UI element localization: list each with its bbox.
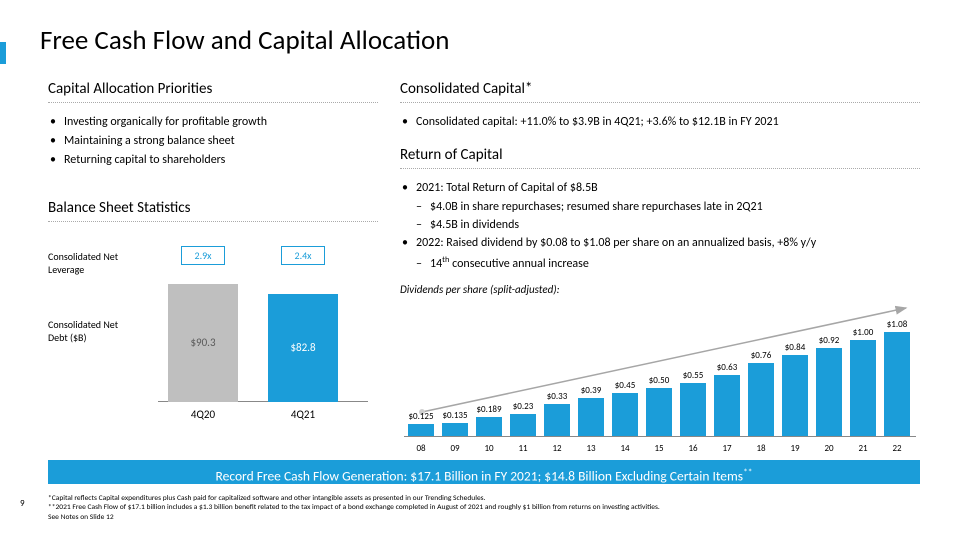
consolidated-item: Consolidated capital: +11.0% to $3.9B in… (416, 113, 920, 132)
bs-x-label: 4Q20 (168, 408, 238, 421)
dividend-bar (714, 375, 740, 435)
dividend-x-label: 12 (544, 443, 570, 454)
right-column: Consolidated Capital* Consolidated capit… (400, 80, 920, 454)
priorities-item: Investing organically for profitable gro… (64, 113, 378, 132)
priorities-list: Investing organically for profitable gro… (48, 113, 378, 171)
dividend-x-label: 15 (646, 443, 672, 454)
accent-bar (0, 42, 6, 64)
dividend-x-label: 20 (816, 443, 842, 454)
dividend-value-label: $0.50 (643, 375, 675, 386)
dividend-x-label: 13 (578, 443, 604, 454)
footnote-line: **2021 Free Cash Flow of $17.1 billion i… (48, 503, 918, 512)
dividend-value-label: $0.84 (779, 342, 811, 353)
left-column: Capital Allocation Priorities Investing … (48, 80, 378, 402)
dividend-value-label: $0.125 (405, 411, 437, 422)
dividend-bar (884, 332, 910, 435)
priorities-item: Returning capital to shareholders (64, 151, 378, 170)
x-axis-line (404, 436, 916, 437)
return-list: 2022: Raised dividend by $0.08 to $1.08 … (400, 234, 920, 253)
bs-plot-area: 2.9x$90.34Q202.4x$82.84Q21 (158, 232, 368, 402)
dividend-value-label: $0.92 (813, 335, 845, 346)
dividend-bar (442, 423, 468, 436)
dividend-value-label: $0.39 (575, 385, 607, 396)
dividend-value-label: $0.23 (507, 401, 539, 412)
dividend-value-label: $0.45 (609, 380, 641, 391)
dividend-bar (612, 393, 638, 436)
dividend-x-label: 09 (442, 443, 468, 454)
leverage-label: Consolidated Net Leverage (48, 250, 138, 276)
dividend-bar (850, 340, 876, 436)
dividend-bar (782, 355, 808, 435)
dividend-value-label: $0.189 (473, 404, 505, 415)
dividends-chart: $0.125 08 $0.135 09 $0.189 10 $0.23 11 $0.33 12 $0… (400, 304, 920, 454)
dividend-x-label: 22 (884, 443, 910, 454)
dividend-x-label: 21 (850, 443, 876, 454)
dividend-x-label: 17 (714, 443, 740, 454)
return-sub-list: 14th consecutive annual increase (400, 254, 920, 273)
dividend-bar (476, 417, 502, 435)
dividend-x-label: 10 (476, 443, 502, 454)
dividend-x-label: 11 (510, 443, 536, 454)
dividend-bar (680, 383, 706, 436)
balance-sheet-heading: Balance Sheet Statistics (48, 199, 378, 222)
footnote-line: See Notes on Slide 12 (48, 513, 918, 522)
banner: Record Free Cash Flow Generation: $17.1 … (48, 460, 920, 484)
leverage-box: 2.4x (281, 246, 325, 265)
leverage-box: 2.9x (181, 246, 225, 265)
consolidated-heading: Consolidated Capital* (400, 80, 920, 103)
dividend-bar (408, 424, 434, 436)
dividend-bar (816, 348, 842, 436)
dividend-bar (646, 388, 672, 436)
page-number: 9 (20, 498, 25, 509)
footnote-line: *Capital reflects Capital expenditures p… (48, 494, 918, 503)
debt-label: Consolidated Net Debt ($B) (48, 318, 138, 344)
banner-text: Record Free Cash Flow Generation: $17.1 … (216, 468, 744, 485)
balance-sheet-chart: Consolidated Net Leverage Consolidated N… (48, 232, 378, 402)
dividend-x-label: 14 (612, 443, 638, 454)
sub2a-pre: 14 (430, 257, 442, 271)
return-sub-item: $4.0B in share repurchases; resumed shar… (430, 198, 920, 216)
slide: Free Cash Flow and Capital Allocation Ca… (0, 0, 960, 540)
bs-x-label: 4Q21 (268, 408, 338, 421)
return-list: 2021: Total Return of Capital of $8.5B (400, 179, 920, 198)
dividend-x-label: 16 (680, 443, 706, 454)
dividend-value-label: $0.135 (439, 410, 471, 421)
footnotes: *Capital reflects Capital expenditures p… (48, 494, 918, 522)
dividend-value-label: $1.08 (881, 319, 913, 330)
return-heading: Return of Capital (400, 146, 920, 169)
page-title: Free Cash Flow and Capital Allocation (40, 24, 449, 57)
priorities-item: Maintaining a strong balance sheet (64, 132, 378, 151)
dividend-value-label: $1.00 (847, 327, 879, 338)
dividend-value-label: $0.33 (541, 391, 573, 402)
return-item: 2022: Raised dividend by $0.08 to $1.08 … (416, 234, 920, 253)
banner-sup: ** (743, 466, 752, 478)
return-sub-item: 14th consecutive annual increase (430, 254, 920, 273)
dividend-x-label: 19 (782, 443, 808, 454)
consolidated-list: Consolidated capital: +11.0% to $3.9B in… (400, 113, 920, 132)
dividend-value-label: $0.55 (677, 370, 709, 381)
return-sub-item: $4.5B in dividends (430, 216, 920, 234)
dividend-value-label: $0.76 (745, 350, 777, 361)
dividend-x-label: 18 (748, 443, 774, 454)
dividend-x-label: 08 (408, 443, 434, 454)
dividend-bar (748, 363, 774, 436)
debt-bar: $90.3 (168, 284, 238, 401)
dividend-bar (544, 404, 570, 436)
priorities-heading: Capital Allocation Priorities (48, 80, 378, 103)
sub2a-post: consecutive annual increase (449, 257, 588, 271)
return-item: 2021: Total Return of Capital of $8.5B (416, 179, 920, 198)
dividends-title: Dividends per share (split-adjusted): (400, 283, 920, 296)
dividend-bar (510, 414, 536, 436)
dividend-value-label: $0.63 (711, 362, 743, 373)
return-sub-list: $4.0B in share repurchases; resumed shar… (400, 198, 920, 234)
dividend-bar (578, 398, 604, 435)
debt-bar: $82.8 (268, 294, 338, 402)
